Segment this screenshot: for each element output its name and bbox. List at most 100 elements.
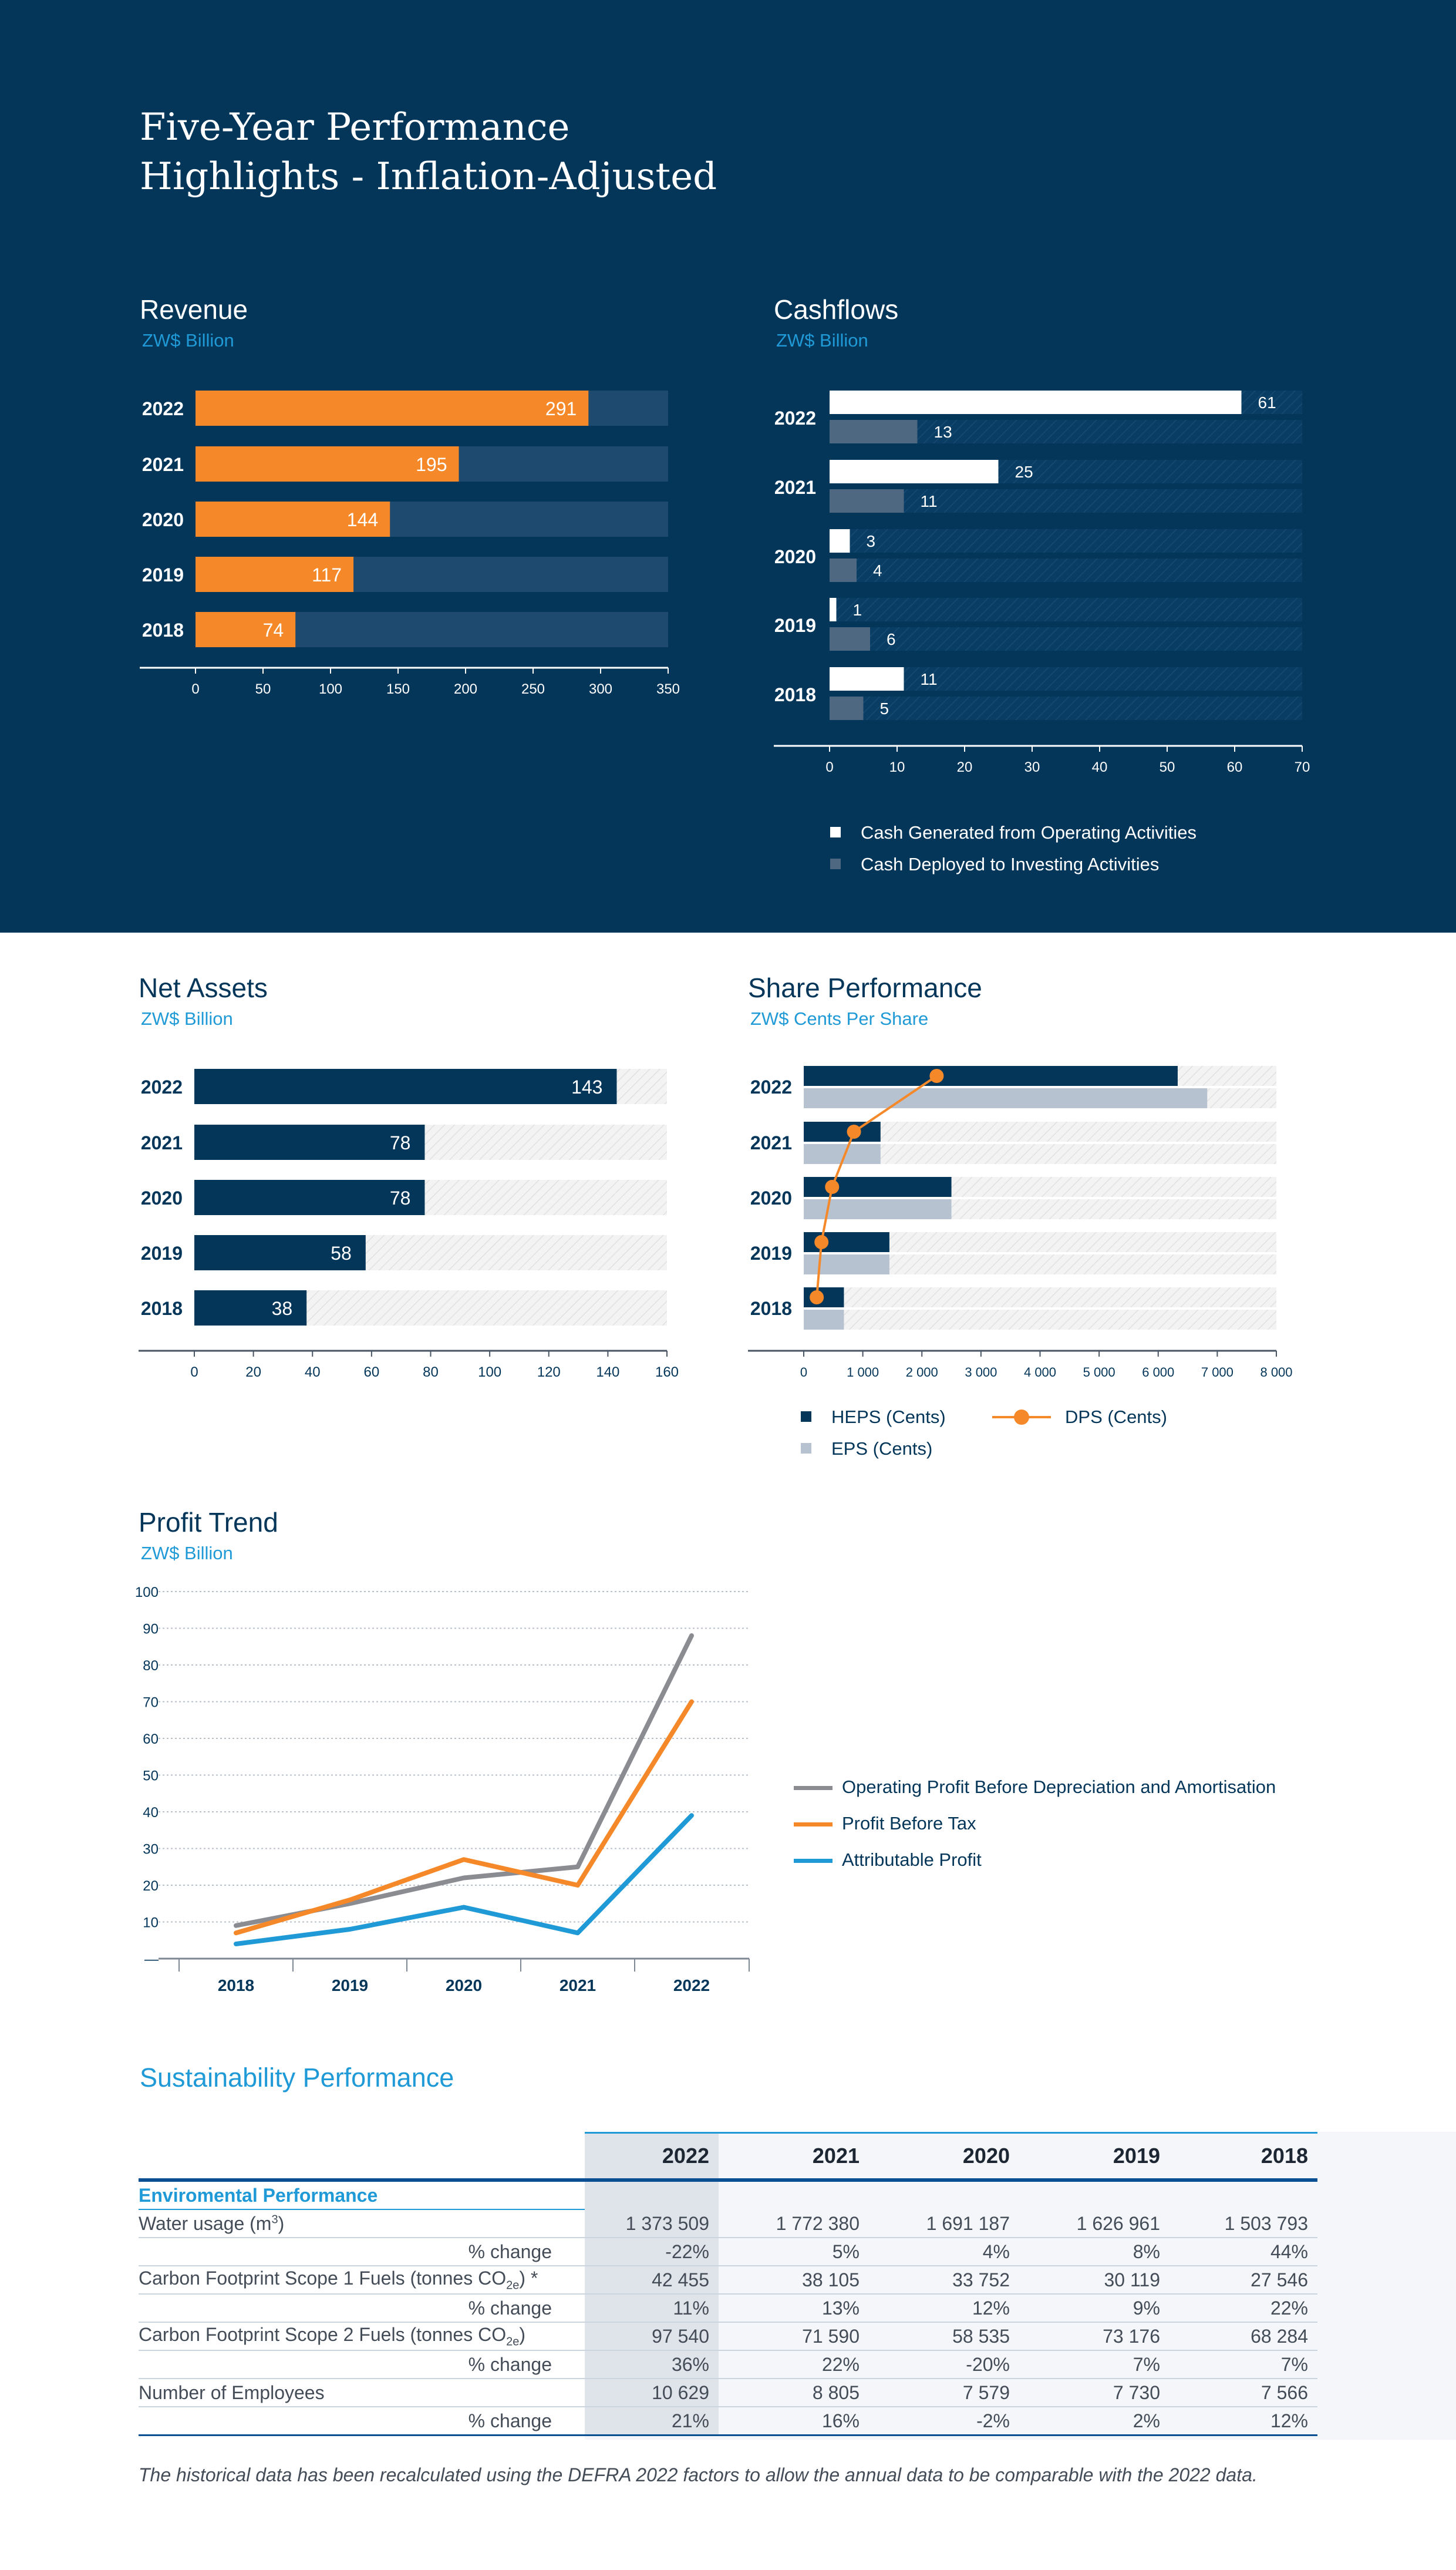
table-cell: 30 119	[1019, 2266, 1169, 2295]
table-cell: -2%	[869, 2407, 1019, 2436]
bar	[830, 598, 837, 621]
section-empty-cell	[1019, 2180, 1169, 2209]
year-header-2018: 2018	[1169, 2132, 1317, 2182]
y-tick-label: 60	[143, 1731, 159, 1747]
table-cell: 68 284	[1169, 2322, 1317, 2351]
x-tick-label: 1 000	[847, 1365, 879, 1380]
bar	[196, 446, 459, 482]
data-label: 143	[571, 1077, 602, 1098]
table-cell: 97 540	[585, 2322, 719, 2351]
data-label: 38	[272, 1298, 293, 1319]
net-assets-chart: Net Assets ZW$ Billion 2022 143 2021 78 2020…	[139, 972, 679, 1395]
bar-track	[804, 1310, 1276, 1330]
x-tick-label: 100	[478, 1364, 501, 1380]
bar	[804, 1310, 844, 1330]
row-label-text: % change	[468, 2410, 552, 2431]
row-label-sub: 2e	[506, 2279, 520, 2292]
section-empty-cell	[1169, 2180, 1317, 2209]
x-tick-label: 2018	[218, 1976, 254, 1994]
legend-label-eps: EPS (Cents)	[831, 1438, 933, 1459]
legend-label-investing-cash: Cash Deployed to Investing Activities	[861, 854, 1160, 874]
data-label: 78	[390, 1188, 411, 1209]
x-tick-label: 8 000	[1260, 1365, 1292, 1380]
data-label: 291	[545, 398, 577, 419]
x-tick-label: 20	[957, 759, 973, 775]
x-tick-label: 20	[245, 1364, 261, 1380]
x-tick-label: 2021	[560, 1976, 596, 1994]
x-tick-label: 0	[191, 681, 199, 697]
legend-swatch-dps	[992, 1410, 1051, 1425]
year-header-2019: 2019	[1019, 2132, 1169, 2182]
data-label: 1	[853, 601, 862, 619]
table-section-row: Enviromental Performance	[139, 2180, 1317, 2210]
table-cell: 58 535	[869, 2322, 1019, 2351]
table-cell: 33 752	[869, 2266, 1019, 2295]
profit-trend-subtitle: ZW$ Billion	[141, 1543, 233, 1563]
table-cell: 42 455	[585, 2266, 719, 2295]
table-cell: 1 503 793	[1169, 2209, 1317, 2238]
net-assets-plot: 2022 143 2021 78 2020 78 2019 58 2018 38 0 20 40 60 80…	[139, 1069, 679, 1380]
category-label: 2020	[774, 546, 816, 567]
x-tick-label: 2 000	[906, 1365, 938, 1380]
bar	[830, 559, 857, 582]
bar	[194, 1069, 617, 1104]
legend-swatch-operating-profit	[794, 1786, 833, 1790]
x-tick-label: 300	[589, 681, 612, 697]
data-label: 144	[347, 509, 378, 530]
bar	[196, 612, 296, 647]
revenue-title: Revenue	[140, 294, 248, 325]
x-tick-label: 120	[537, 1364, 561, 1380]
dps-point	[929, 1069, 944, 1083]
table-cell: 5%	[719, 2238, 869, 2266]
share-performance-legend: HEPS (Cents) EPS (Cents) DPS (Cents)	[801, 1407, 1329, 1471]
cashflows-title: Cashflows	[774, 294, 899, 325]
table-cell: 11%	[585, 2294, 719, 2323]
bar	[830, 627, 870, 651]
series-line	[234, 1633, 694, 1928]
table-cell: 12%	[869, 2294, 1019, 2323]
year-header-2020: 2020	[869, 2132, 1019, 2182]
section-empty-cell	[585, 2180, 719, 2209]
y-tick-label: 90	[143, 1622, 159, 1637]
year-header-2022: 2022	[585, 2132, 719, 2182]
x-tick-label: 30	[1024, 759, 1040, 775]
bar	[830, 391, 1242, 414]
x-tick-label: 140	[596, 1364, 619, 1380]
table-cell: 1 691 187	[869, 2209, 1019, 2238]
y-tick-label: —	[144, 1952, 159, 1967]
bar-track	[830, 667, 1302, 691]
table-cell: 1 373 509	[585, 2209, 719, 2238]
legend-label-dps: DPS (Cents)	[1065, 1407, 1167, 1427]
data-label: 3	[867, 532, 876, 550]
category-label: 2018	[750, 1298, 792, 1319]
category-label: 2021	[142, 454, 184, 475]
data-label: 78	[390, 1132, 411, 1153]
table-cell: 9%	[1019, 2294, 1169, 2323]
data-label: 74	[263, 620, 284, 641]
dps-point	[814, 1235, 829, 1249]
data-label: 195	[416, 454, 447, 475]
category-label: 2020	[142, 509, 184, 530]
table-cell: 21%	[585, 2407, 719, 2436]
x-tick-label: 10	[889, 759, 905, 775]
row-label: Carbon Footprint Scope 2 Fuels (tonnes C…	[139, 2322, 585, 2351]
profit-trend-title: Profit Trend	[139, 1507, 278, 1538]
table-cell: 7%	[1019, 2350, 1169, 2379]
data-label: 25	[1015, 463, 1033, 481]
revenue-subtitle: ZW$ Billion	[142, 330, 234, 351]
category-label: 2021	[750, 1132, 792, 1153]
share-performance-chart: Share Performance ZW$ Cents Per Share 20…	[748, 972, 1335, 1477]
x-tick-label: 200	[454, 681, 477, 697]
share-performance-plot: 2022 2021 2020 2019 2018 0 1 000 2 000 3 000 4 00…	[748, 1066, 1293, 1380]
bar-track	[830, 529, 1302, 553]
cashflows-subtitle: ZW$ Billion	[776, 330, 868, 351]
page-title: Five-Year Performance Highlights - Infla…	[140, 103, 962, 201]
x-tick-label: 5 000	[1083, 1365, 1115, 1380]
row-label-text: Carbon Footprint Scope 2 Fuels (tonnes C…	[139, 2323, 507, 2345]
y-tick-label: 40	[143, 1805, 159, 1821]
table-cell: 71 590	[719, 2322, 869, 2351]
x-tick-label: 7 000	[1201, 1365, 1233, 1380]
x-tick-label: 80	[423, 1364, 439, 1380]
bar-track	[804, 1122, 1276, 1142]
revenue-plot: 2022 291 2021 195 2020 144 2019 117 2018 74 0 50 100…	[140, 391, 680, 697]
